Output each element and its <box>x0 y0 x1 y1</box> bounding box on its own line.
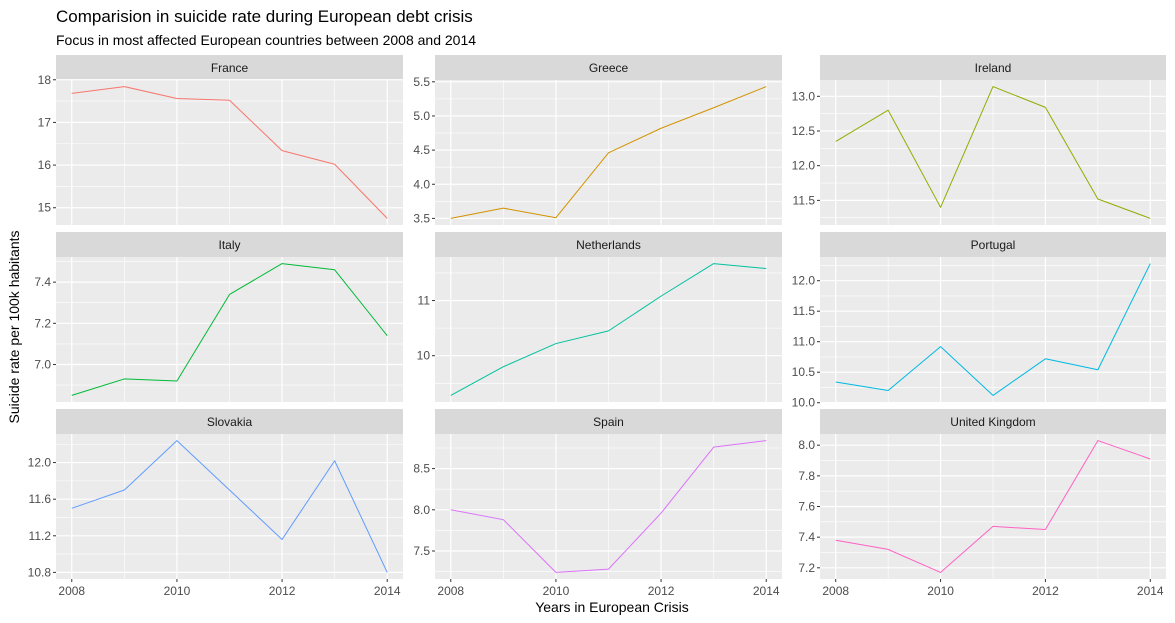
facet-greece: Greece 3.5 4.0 4.5 5.0 5.5 <box>413 55 782 225</box>
facet-label: Slovakia <box>207 415 253 429</box>
facet-strip <box>435 232 782 257</box>
facet-strip <box>435 409 782 434</box>
chart-title: Comparision in suicide rate during Europ… <box>56 7 473 26</box>
facet-strip <box>820 232 1166 257</box>
x-tick-label: 2012 <box>269 584 296 598</box>
y-tick-label: 3.5 <box>413 211 430 225</box>
y-tick-label: 11.6 <box>29 492 52 506</box>
x-tick-label: 2010 <box>927 584 954 598</box>
facet-portugal: Portugal 10.0 10.5 11.0 11.5 12.0 <box>792 232 1166 410</box>
y-tick-label: 12.0 <box>792 274 816 288</box>
series-line-ireland <box>835 86 1151 219</box>
facet-label: Ireland <box>975 61 1012 75</box>
x-tick-label: 2008 <box>58 584 85 598</box>
facet-spain: Spain 7.5 8.0 8.5 2008 2010 2012 2014 <box>413 409 782 598</box>
x-tick-label: 2012 <box>1032 584 1059 598</box>
x-tick-label: 2012 <box>648 584 675 598</box>
y-tick-label: 11.5 <box>793 304 816 318</box>
y-tick-label: 8.0 <box>798 438 815 452</box>
y-tick-label: 4.0 <box>413 177 430 191</box>
y-tick-label: 7.2 <box>798 561 815 575</box>
y-tick-label: 7.5 <box>413 544 430 558</box>
y-axis-title: Suicide rate per 100k habitants <box>6 230 22 423</box>
x-tick-label: 2014 <box>753 584 780 598</box>
y-tick-label: 12.5 <box>792 124 816 138</box>
facet-label: Italy <box>218 238 240 252</box>
y-tick-label: 10.5 <box>792 365 816 379</box>
series-line-portugal <box>835 263 1151 396</box>
y-tick-label: 7.0 <box>34 358 51 372</box>
series-line-greece <box>450 86 767 219</box>
y-tick-label: 10 <box>417 349 431 363</box>
y-tick-label: 8.0 <box>413 503 430 517</box>
x-tick-label: 2008 <box>822 584 849 598</box>
facet-strip <box>820 55 1166 80</box>
y-tick-label: 7.4 <box>34 275 51 289</box>
y-tick-label: 5.5 <box>413 75 430 89</box>
series-line-italy <box>71 263 388 396</box>
y-tick-label: 15 <box>38 201 52 215</box>
y-tick-label: 12.0 <box>28 456 52 470</box>
y-tick-label: 17 <box>38 115 52 129</box>
y-tick-label: 11 <box>418 294 431 308</box>
facet-label: United Kingdom <box>950 415 1035 429</box>
facet-france: France 15 16 17 18 <box>38 55 403 225</box>
facet-ireland: Ireland 11.5 12.0 12.5 13.0 <box>792 55 1166 225</box>
x-tick-label: 2014 <box>1137 584 1164 598</box>
series-line-united-kingdom <box>835 440 1151 573</box>
facet-label: Portugal <box>971 238 1016 252</box>
facet-strip <box>56 409 403 434</box>
y-tick-label: 12.0 <box>792 159 816 173</box>
series-line-netherlands <box>450 263 767 396</box>
facet-strip <box>56 232 403 257</box>
y-tick-label: 10.0 <box>792 396 816 410</box>
series-line-slovakia <box>71 440 388 573</box>
facet-strip <box>820 409 1166 434</box>
chart-subtitle: Focus in most affected European countrie… <box>56 32 476 48</box>
y-tick-label: 16 <box>38 158 52 172</box>
facet-label: Spain <box>593 415 624 429</box>
y-tick-label: 18 <box>38 73 52 87</box>
y-tick-label: 10.8 <box>28 565 52 579</box>
facet-strip <box>435 55 782 80</box>
facet-panels: France 15 16 17 18 Greece 3.5 4.0 4.5 5.0 5.5 Irela… <box>28 55 1166 598</box>
facet-italy: Italy 7.0 7.2 7.4 <box>34 232 403 402</box>
series-line-spain <box>450 440 767 573</box>
y-tick-label: 4.5 <box>413 143 430 157</box>
facet-strip <box>56 55 403 80</box>
x-tick-label: 2010 <box>543 584 570 598</box>
y-tick-label: 13.0 <box>792 89 816 103</box>
x-axis-title: Years in European Crisis <box>535 599 689 615</box>
y-tick-label: 7.4 <box>798 530 815 544</box>
x-tick-label: 2014 <box>374 584 401 598</box>
facet-slovakia: Slovakia 10.8 11.2 11.6 12.0 2008 2010 2012 2014 <box>28 409 403 598</box>
x-tick-label: 2008 <box>437 584 464 598</box>
facet-label: Netherlands <box>576 238 641 252</box>
facet-label: Greece <box>589 61 629 75</box>
y-tick-label: 11.2 <box>29 529 52 543</box>
y-tick-label: 8.5 <box>413 462 430 476</box>
x-tick-label: 2010 <box>164 584 191 598</box>
series-line-france <box>71 86 388 219</box>
y-tick-label: 11.0 <box>793 335 816 349</box>
y-tick-label: 5.0 <box>413 109 430 123</box>
y-tick-label: 7.6 <box>798 500 815 514</box>
facet-united-kingdom: United Kingdom 7.2 7.4 7.6 7.8 8.0 2008 2010 201… <box>798 409 1166 598</box>
facet-label: France <box>211 61 249 75</box>
y-tick-label: 11.5 <box>793 193 816 207</box>
facet-netherlands: Netherlands 10 11 <box>417 232 782 402</box>
y-tick-label: 7.2 <box>34 316 51 330</box>
y-tick-label: 7.8 <box>798 469 815 483</box>
